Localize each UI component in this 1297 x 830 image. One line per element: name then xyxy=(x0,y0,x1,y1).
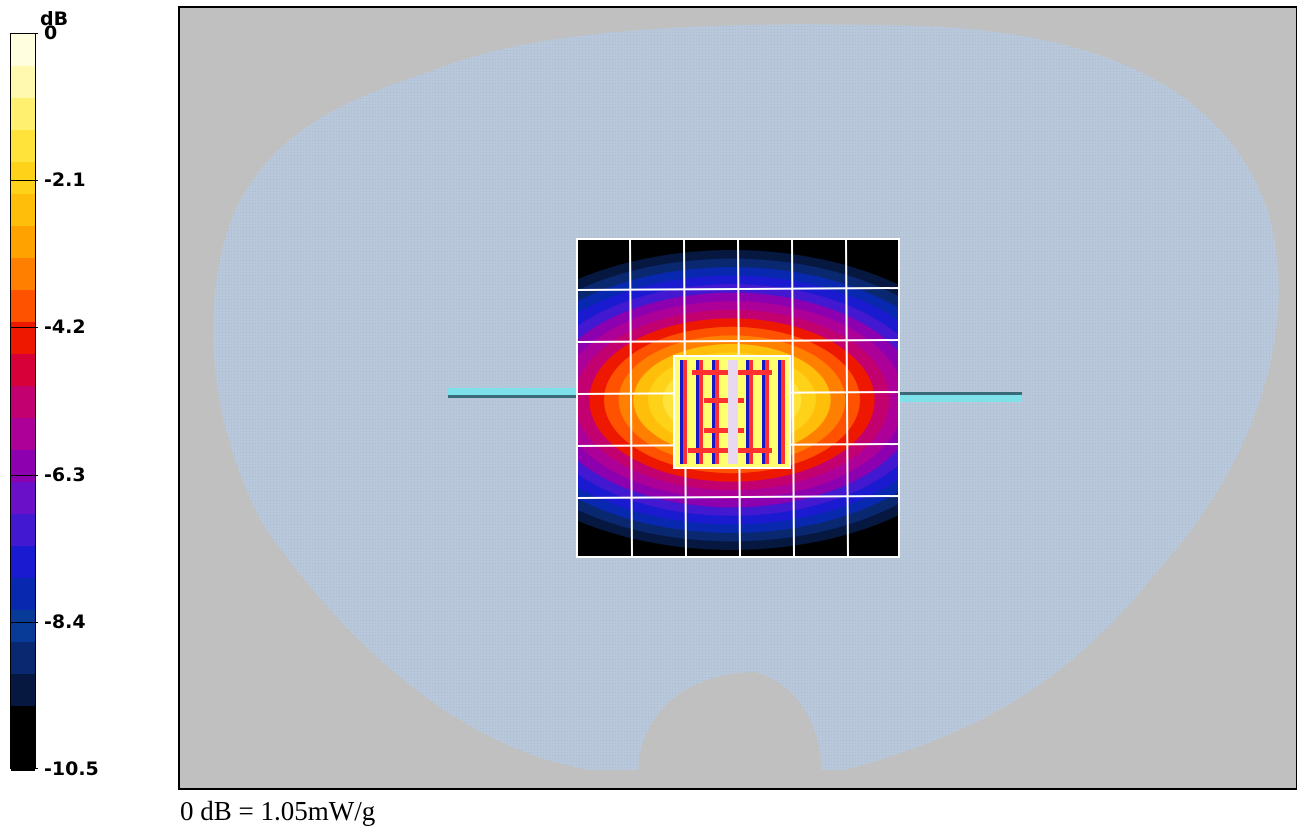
colorbar-band xyxy=(11,514,35,547)
dipole-bar-red xyxy=(715,360,719,464)
colorbar-band xyxy=(11,162,35,195)
colorbar-legend: dB 0 -2.1 -4.2 -6.3 -8.4 -10.5 xyxy=(0,0,150,800)
antenna-rod-right xyxy=(898,395,1022,402)
sar-heatmap xyxy=(212,24,1279,771)
colorbar-tick xyxy=(10,33,38,34)
antenna-rod-right-shadow xyxy=(898,392,1022,395)
dipole-bar-red xyxy=(781,360,785,464)
colorbar-tick-label: -2.1 xyxy=(44,169,86,192)
scan-grid-line xyxy=(791,238,795,558)
colorbar-band xyxy=(11,674,35,707)
colorbar-band xyxy=(11,98,35,131)
colorbar-band xyxy=(11,706,35,739)
colorbar-band xyxy=(11,354,35,387)
colorbar-tick-label: -8.4 xyxy=(44,610,86,633)
colorbar-band xyxy=(11,290,35,323)
dipole-bar-red xyxy=(749,360,753,464)
colorbar-band xyxy=(11,610,35,643)
colorbar-tick xyxy=(10,768,38,769)
dipole-bar-red xyxy=(765,360,769,464)
antenna-rod-left xyxy=(448,388,578,395)
colorbar-tick-label: -10.5 xyxy=(44,758,99,780)
colorbar-tick xyxy=(10,474,38,476)
dipole-bar-blue xyxy=(778,360,781,464)
dipole-bar-blue xyxy=(696,360,699,464)
colorbar-tick-label: -6.3 xyxy=(44,463,86,486)
colorbar-tick xyxy=(10,180,38,182)
colorbar-band xyxy=(11,738,35,771)
colorbar-band xyxy=(11,386,35,419)
caption-reference: 0 dB = 1.05mW/g xyxy=(180,796,376,826)
colorbar-tick xyxy=(10,327,38,329)
zoom-scan-block xyxy=(673,355,791,469)
scan-grid-line xyxy=(576,339,900,343)
colorbar-tick-label: 0 xyxy=(44,22,58,44)
dipole-bar-red xyxy=(683,360,687,464)
dipole-crossbar xyxy=(704,428,744,433)
feed-point xyxy=(728,360,738,464)
scan-grid-line xyxy=(576,287,900,291)
colorbar-band xyxy=(11,226,35,259)
scan-grid-line xyxy=(629,238,633,558)
colorbar-band xyxy=(11,130,35,163)
antenna-rod-left-shadow xyxy=(448,395,578,398)
colorbar-band xyxy=(11,66,35,99)
colorbar xyxy=(10,33,36,771)
sar-plot-frame xyxy=(178,6,1297,790)
dipole-bar-blue xyxy=(680,360,683,464)
dipole-bar-blue xyxy=(712,360,715,464)
colorbar-band xyxy=(11,34,35,67)
dipole-bar-blue xyxy=(746,360,749,464)
colorbar-band xyxy=(11,418,35,451)
scan-grid-line xyxy=(845,238,849,558)
colorbar-band xyxy=(11,642,35,675)
scan-grid-line xyxy=(576,495,900,499)
colorbar-band xyxy=(11,546,35,579)
colorbar-band xyxy=(11,482,35,515)
colorbar-band xyxy=(11,194,35,227)
colorbar-unit-label: dB xyxy=(40,8,69,30)
colorbar-band xyxy=(11,578,35,611)
dipole-bar-blue xyxy=(762,360,765,464)
colorbar-tick xyxy=(10,621,38,623)
dipole-crossbar xyxy=(704,398,744,403)
colorbar-tick-label: -4.2 xyxy=(44,316,86,339)
colorbar-band xyxy=(11,258,35,291)
scan-area-border xyxy=(576,238,900,558)
dipole-bar-red xyxy=(699,360,703,464)
colorbar-band xyxy=(11,450,35,483)
